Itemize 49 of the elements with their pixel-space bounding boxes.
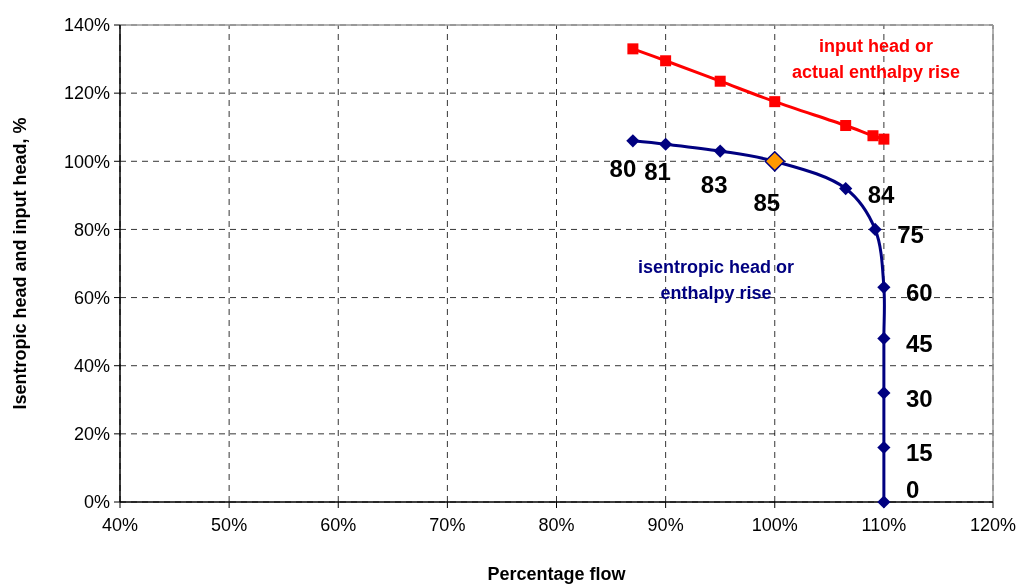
point: [626, 134, 640, 148]
annotation: 15: [905, 439, 933, 467]
annotation: 75: [897, 221, 924, 249]
y-tick-label: 40%: [73, 356, 110, 377]
annotation: 60: [905, 279, 933, 307]
x-tick-label: 80%: [538, 515, 575, 535]
y-tick-label: 140%: [63, 15, 110, 36]
annotation: 80: [609, 154, 637, 182]
point: [877, 495, 891, 509]
x-tick-label: 50%: [211, 515, 248, 535]
point: [659, 137, 673, 151]
point: [877, 440, 891, 455]
point: [867, 130, 879, 142]
text: isentropic head or enthalpy rise: [637, 257, 795, 303]
x-tick-label: 70%: [429, 515, 466, 535]
point: [714, 75, 726, 87]
annotation: 83: [700, 171, 728, 199]
y-tick-label: 20%: [73, 424, 110, 445]
annotation: 85: [753, 189, 781, 217]
series-label: input head or actual enthalpy rise: [791, 36, 961, 82]
x-tick-label: 90%: [647, 515, 684, 535]
y-tick-label: 80%: [73, 219, 110, 240]
point: [660, 55, 672, 67]
point: [868, 222, 882, 237]
point: [627, 43, 639, 55]
x-tick-label: 110%: [861, 515, 907, 535]
annotation: 84: [867, 180, 896, 208]
x-tick-label: 40%: [101, 515, 139, 535]
x-axis-title: Percentage flow: [487, 564, 627, 584]
x-tick-label: 120%: [969, 515, 1017, 535]
y-tick-label: 120%: [63, 83, 110, 104]
y-tick-label: 0%: [83, 492, 110, 513]
y-tick-label: 60%: [73, 287, 110, 308]
y-tick-label: 100%: [63, 151, 110, 172]
point: [877, 280, 891, 294]
annotation: 0: [905, 476, 920, 503]
annotation: 30: [905, 384, 933, 412]
x-tick-label: 60%: [320, 515, 357, 535]
point: [878, 133, 890, 145]
annotation: 81: [644, 158, 671, 186]
x-tick-label: 100%: [751, 515, 798, 535]
point: [713, 144, 727, 158]
y-axis-title: Isentropic head and input head, %: [10, 117, 30, 410]
point: [769, 96, 781, 108]
point: [877, 331, 891, 346]
point: [840, 120, 852, 132]
annotation: 45: [905, 330, 933, 358]
point: [877, 386, 891, 400]
point: [839, 181, 853, 196]
